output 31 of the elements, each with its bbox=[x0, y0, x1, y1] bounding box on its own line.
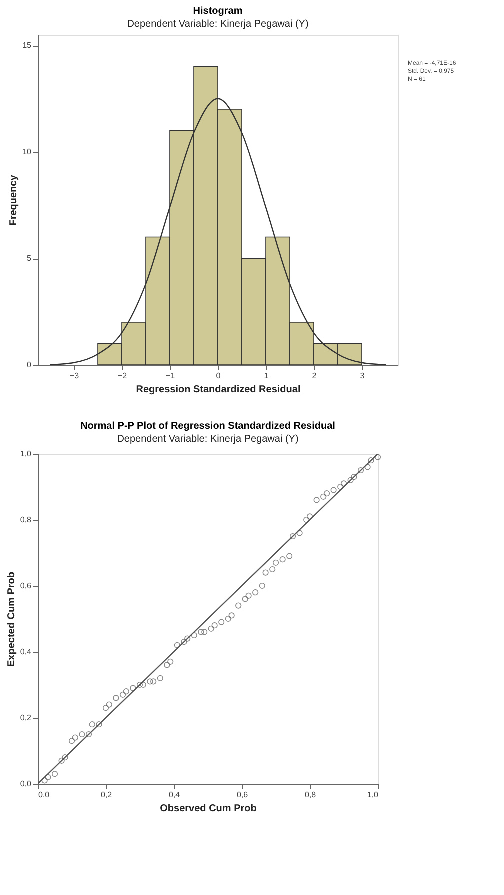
x-axis-title: Observed Cum Prob bbox=[160, 804, 257, 814]
x-tick-label: 0,6 bbox=[236, 790, 249, 800]
chart-subtitle: Dependent Variable: Kinerja Pegawai (Y) bbox=[117, 434, 299, 445]
x-tick-label: −1 bbox=[166, 372, 176, 380]
y-tick-label: 0,4 bbox=[20, 648, 32, 656]
chart-title: Normal P-P Plot of Regression Standardized Residual bbox=[80, 421, 336, 432]
y-tick-label: 0,2 bbox=[20, 714, 32, 722]
x-axis-title: Regression Standardized Residual bbox=[136, 384, 301, 396]
y-tick-label: 0,6 bbox=[20, 582, 32, 590]
y-axis-title: Expected Cum Prob bbox=[6, 572, 18, 668]
y-tick-label: 0,8 bbox=[20, 516, 32, 524]
x-tick-label: 1 bbox=[264, 372, 270, 380]
x-tick-label: −3 bbox=[70, 372, 80, 380]
y-tick-label: 1,0 bbox=[20, 450, 32, 458]
x-tick-label: −2 bbox=[118, 372, 128, 380]
y-tick-label: 5 bbox=[27, 254, 32, 264]
y-tick-label: 0,0 bbox=[20, 780, 32, 788]
y-tick-label: 0 bbox=[27, 360, 32, 370]
x-tick-label: 0 bbox=[216, 372, 222, 380]
y-tick-label: 10 bbox=[22, 148, 32, 157]
x-tick-label: 1,0 bbox=[367, 790, 380, 800]
y-axis-title: Frequency bbox=[8, 174, 20, 226]
x-tick-label: 2 bbox=[312, 372, 318, 380]
x-tick-label: 3 bbox=[360, 372, 366, 380]
x-tick-label: 0,4 bbox=[168, 790, 181, 800]
chart-subtitle: Dependent Variable: Kinerja Pegawai (Y) bbox=[127, 19, 309, 30]
chart-title: Histogram bbox=[193, 6, 243, 17]
x-tick-label: 0,2 bbox=[100, 790, 113, 800]
y-tick-label: 15 bbox=[22, 41, 32, 50]
x-tick-label: 0,0 bbox=[38, 790, 50, 800]
x-tick-label: 0,8 bbox=[304, 790, 317, 800]
